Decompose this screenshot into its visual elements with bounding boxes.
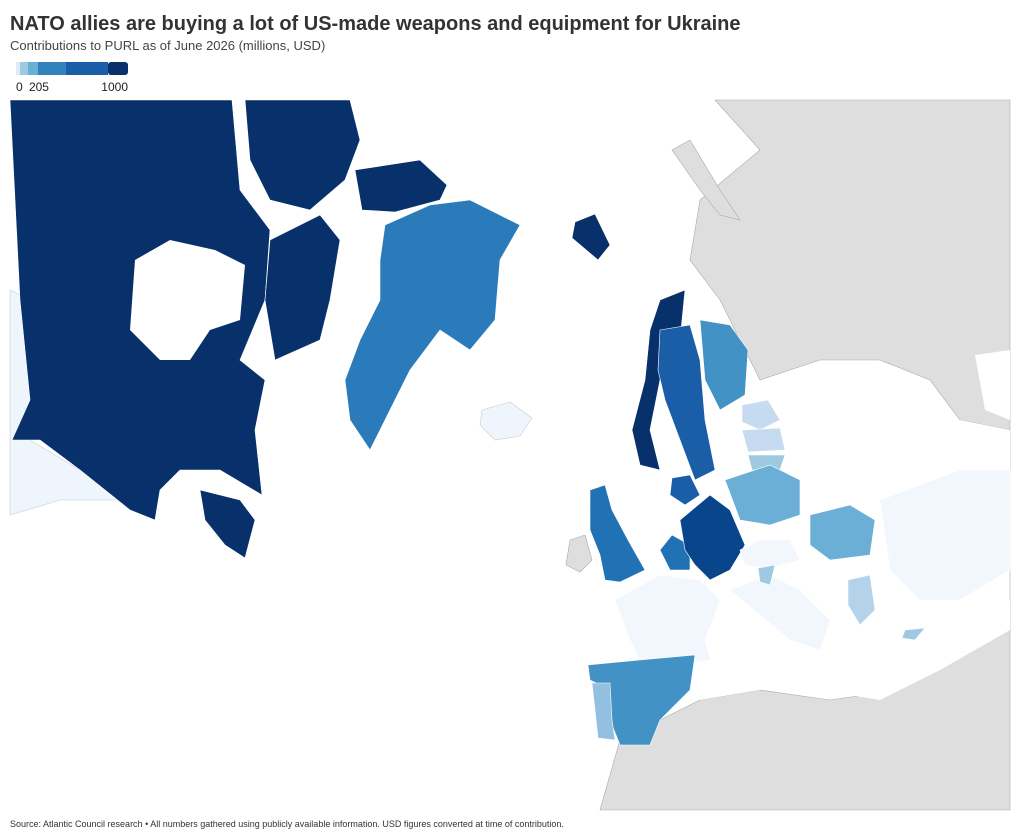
country	[679, 494, 746, 581]
country	[809, 504, 876, 561]
country	[354, 159, 448, 213]
legend-swatch	[38, 62, 66, 75]
legend-tick-label: 205	[29, 80, 49, 94]
land	[671, 139, 741, 221]
country	[199, 489, 256, 559]
country	[879, 469, 1011, 601]
country	[699, 319, 749, 411]
country	[614, 574, 721, 666]
country	[724, 464, 801, 526]
country	[741, 427, 786, 453]
source-note: Source: Atlantic Council research • All …	[10, 819, 564, 829]
legend-tick-label: 1000	[101, 80, 128, 94]
legend	[16, 62, 128, 75]
title: NATO allies are buying a lot of US-made …	[10, 13, 741, 35]
legend-tick-label: 0	[16, 80, 23, 94]
legend-ticks: 0 205 1000	[16, 80, 128, 94]
legend-swatch	[66, 62, 108, 75]
map	[9, 99, 1011, 811]
country	[479, 401, 533, 441]
legend-swatch	[20, 62, 28, 75]
country	[741, 399, 781, 431]
legend-swatch	[16, 62, 20, 75]
country	[244, 99, 361, 211]
country	[571, 213, 611, 261]
country	[669, 474, 701, 506]
legend-swatch	[108, 62, 128, 75]
country	[657, 324, 716, 481]
country	[901, 627, 926, 641]
land	[565, 534, 593, 573]
country	[591, 682, 616, 741]
country	[847, 574, 876, 626]
country	[729, 574, 831, 651]
subtitle: Contributions to PURL as of June 2026 (m…	[10, 38, 325, 53]
sea	[900, 420, 1010, 470]
country	[264, 214, 341, 361]
country	[739, 539, 801, 569]
legend-swatch	[28, 62, 38, 75]
sea	[130, 240, 245, 360]
country	[589, 484, 646, 583]
sea	[975, 350, 1010, 420]
country	[757, 564, 776, 586]
country	[344, 199, 521, 451]
